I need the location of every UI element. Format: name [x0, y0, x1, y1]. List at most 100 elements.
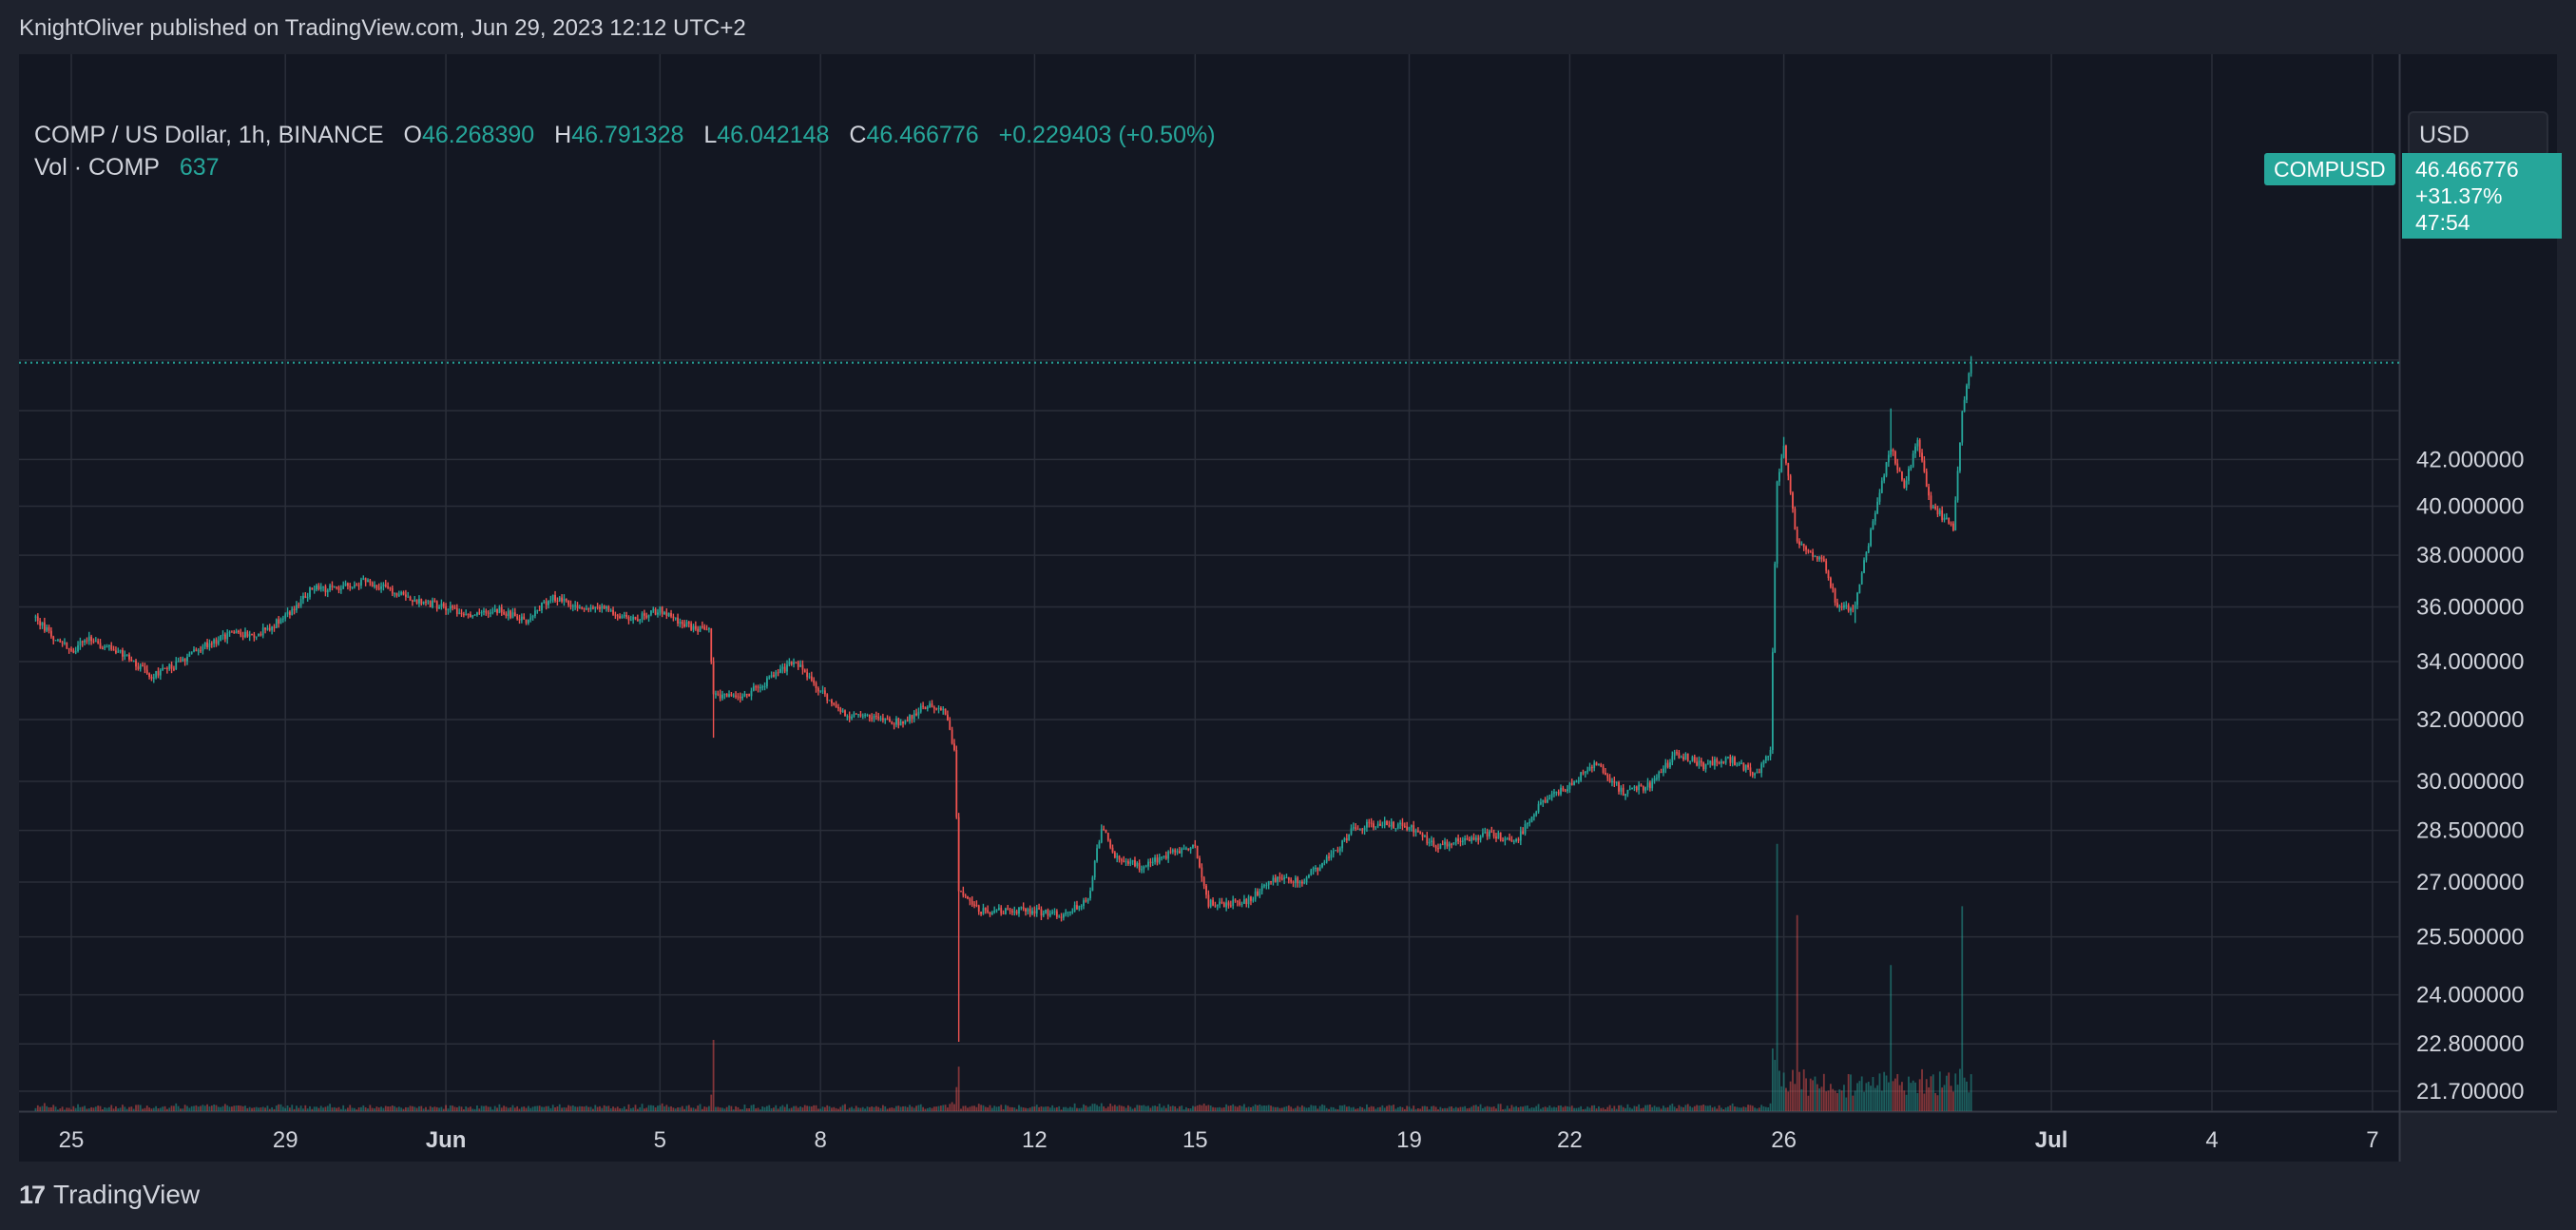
volume-bar	[728, 1105, 730, 1111]
volume-bar	[1706, 1105, 1709, 1111]
candle-body	[1283, 877, 1286, 880]
candle-body	[1451, 843, 1452, 845]
volume-bar	[699, 1104, 702, 1111]
volume-bar	[1691, 1107, 1694, 1111]
volume-bar	[1164, 1107, 1167, 1111]
volume-bar	[1941, 1087, 1944, 1111]
candle-body	[1245, 898, 1248, 905]
candle-body	[1310, 870, 1313, 875]
candle-body	[587, 608, 590, 610]
candle-body	[893, 723, 895, 725]
candle-body	[70, 649, 72, 651]
volume-histogram	[34, 843, 1972, 1111]
volume-bar	[1693, 1105, 1696, 1111]
volume-bar	[1764, 1106, 1767, 1111]
candle-body	[1843, 605, 1845, 608]
volume-value: 637	[179, 154, 220, 181]
volume-bar	[183, 1105, 186, 1111]
candle-body	[1328, 856, 1330, 858]
candle-body	[107, 644, 110, 647]
volume-bar	[1530, 1107, 1533, 1111]
candle-body	[1633, 786, 1636, 788]
candle-body	[1348, 834, 1351, 840]
candle-body	[1691, 757, 1694, 761]
candle-body	[855, 713, 857, 715]
publisher-line: KnightOliver published on TradingView.co…	[19, 15, 746, 41]
candle-body	[1711, 760, 1714, 766]
candle-body	[944, 708, 947, 715]
volume-bar	[1093, 1104, 1096, 1111]
volume-bar	[554, 1107, 556, 1111]
candle-body	[1764, 756, 1767, 761]
volume-bar	[202, 1105, 204, 1111]
volume-bar	[904, 1105, 907, 1111]
candle-body	[677, 617, 679, 624]
volume-bar	[951, 1102, 953, 1111]
volume-bar	[663, 1105, 665, 1111]
candle-body	[1474, 837, 1477, 840]
volume-bar	[1876, 1085, 1879, 1111]
volume-bar	[1138, 1105, 1141, 1111]
volume-bar	[1950, 1086, 1952, 1111]
volume-bar	[1294, 1107, 1297, 1111]
top-bar: KnightOliver published on TradingView.co…	[0, 0, 2576, 57]
candle-body	[324, 586, 327, 593]
volume-bar	[962, 1105, 965, 1111]
volume-bar	[1394, 1108, 1397, 1111]
candle-body	[1161, 856, 1163, 858]
candle-body	[90, 636, 93, 642]
volume-bar	[162, 1106, 164, 1111]
candle-body	[175, 662, 178, 670]
volume-bar	[1865, 1083, 1868, 1111]
volume-bar	[1047, 1105, 1049, 1111]
candle-body	[1144, 866, 1147, 868]
candle-body	[490, 612, 491, 614]
candle-body	[723, 693, 726, 695]
volume-bar	[859, 1107, 862, 1111]
candle-body	[701, 625, 703, 627]
volume-bar	[1277, 1106, 1278, 1111]
volume-bar	[574, 1106, 577, 1111]
candle-body	[781, 666, 784, 669]
candle-body	[1386, 820, 1388, 825]
volume-bar	[1009, 1106, 1011, 1111]
time-tick-label: 5	[654, 1127, 666, 1153]
candle-body	[1553, 792, 1555, 794]
volume-bar	[1038, 1106, 1040, 1111]
volume-bar	[650, 1105, 652, 1111]
candle-body	[1350, 828, 1353, 835]
volume-bar	[1930, 1076, 1932, 1111]
chart-frame[interactable]: 21.700000 22.800000 24.000000 25.500000 27.0…	[0, 52, 2576, 1163]
volume-bar	[1903, 1090, 1906, 1111]
volume-bar	[1925, 1079, 1928, 1111]
volume-bar	[1892, 1081, 1894, 1111]
candle-body	[1452, 842, 1455, 844]
candle-body	[1454, 838, 1457, 843]
volume-bar	[1321, 1104, 1323, 1111]
candle-body	[1444, 841, 1446, 845]
candle-body	[1510, 839, 1513, 842]
volume-bar	[1265, 1105, 1268, 1111]
price-chart[interactable]: 21.70000022.80000024.00000025.50000027.0…	[0, 52, 2576, 1163]
volume-bar	[491, 1109, 494, 1111]
volume-bar	[329, 1104, 332, 1111]
candle-body	[150, 676, 153, 679]
volume-bar	[1116, 1105, 1119, 1111]
currency-selector[interactable]: USD	[2408, 111, 2548, 157]
volume-bar	[402, 1108, 405, 1111]
candle-body	[1109, 840, 1112, 848]
candle-body	[1506, 837, 1509, 839]
candle-body	[94, 641, 97, 643]
volume-bar	[1709, 1105, 1712, 1111]
volume-bar	[1792, 1069, 1794, 1111]
volume-bar	[1908, 1076, 1910, 1111]
candle-body	[1519, 831, 1522, 841]
tradingview-brand[interactable]: 17 TradingView	[19, 1180, 200, 1210]
price-tick-label: 36.000000	[2416, 595, 2524, 621]
volume-bar	[435, 1106, 438, 1111]
volume-bar	[973, 1105, 975, 1111]
volume-bar	[831, 1107, 833, 1111]
time-tick-label: 25	[59, 1127, 85, 1153]
volume-bar	[1606, 1106, 1609, 1111]
volume-bar	[1161, 1107, 1163, 1111]
